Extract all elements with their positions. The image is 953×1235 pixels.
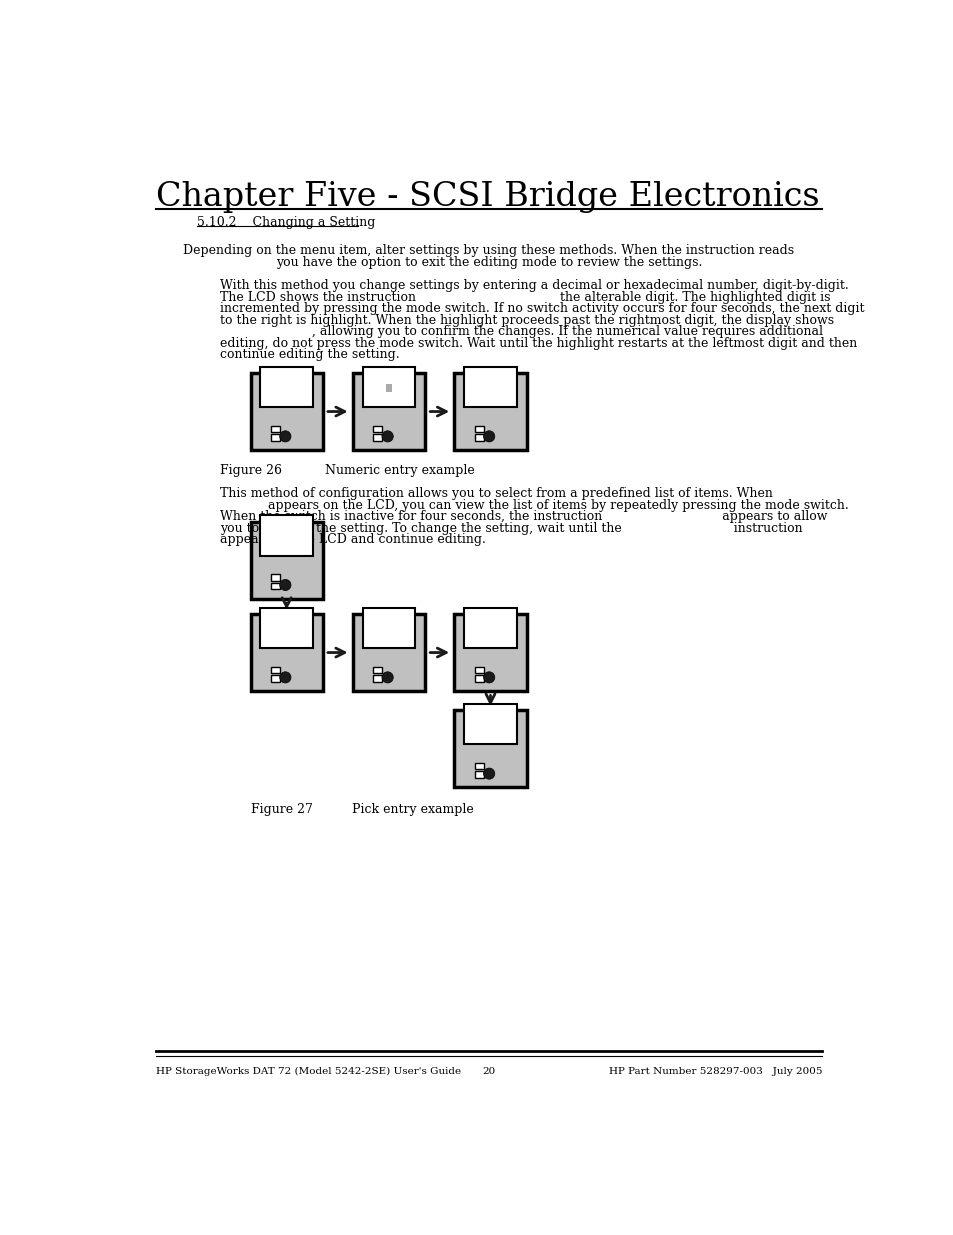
Text: , allowing you to confirm the changes. If the numerical value requires additiona: , allowing you to confirm the changes. I… xyxy=(220,325,822,338)
Circle shape xyxy=(381,431,393,442)
Bar xyxy=(260,608,313,648)
Text: This method of configuration allows you to select from a predefined list of item: This method of configuration allows you … xyxy=(220,487,772,500)
Text: 20: 20 xyxy=(482,1067,495,1076)
Bar xyxy=(260,515,313,556)
Bar xyxy=(373,426,382,432)
Bar xyxy=(454,614,526,692)
Bar xyxy=(474,676,483,682)
Bar xyxy=(454,710,526,787)
Bar xyxy=(464,608,517,648)
Bar xyxy=(271,667,280,673)
Bar xyxy=(474,763,483,769)
Text: continue editing the setting.: continue editing the setting. xyxy=(220,348,399,362)
Text: With this method you change settings by entering a decimal or hexadecimal number: With this method you change settings by … xyxy=(220,279,848,293)
Circle shape xyxy=(381,672,393,683)
Text: 5.10.2    Changing a Setting: 5.10.2 Changing a Setting xyxy=(196,216,375,228)
Bar xyxy=(353,373,424,450)
Bar xyxy=(271,426,280,432)
Text: appears on the LCD and continue editing.: appears on the LCD and continue editing. xyxy=(220,534,485,546)
Bar xyxy=(353,614,424,692)
Bar xyxy=(373,676,382,682)
Text: HP StorageWorks DAT 72 (Model 5242-2SE) User's Guide: HP StorageWorks DAT 72 (Model 5242-2SE) … xyxy=(155,1067,460,1076)
Text: you have the option to exit the editing mode to review the settings.: you have the option to exit the editing … xyxy=(275,256,701,269)
Bar xyxy=(271,433,280,441)
Bar xyxy=(260,367,313,406)
Bar xyxy=(474,426,483,432)
Bar xyxy=(271,583,280,589)
Text: When the switch is inactive for four seconds, the instruction                   : When the switch is inactive for four sec… xyxy=(220,510,826,524)
Bar xyxy=(362,367,415,406)
Bar xyxy=(251,521,322,599)
Bar xyxy=(385,384,392,391)
Text: Pick entry example: Pick entry example xyxy=(352,803,473,815)
Text: Figure 26: Figure 26 xyxy=(220,464,282,477)
Bar xyxy=(373,433,382,441)
Bar xyxy=(373,667,382,673)
Bar xyxy=(271,574,280,580)
Bar xyxy=(251,614,322,692)
Circle shape xyxy=(279,431,291,442)
Bar xyxy=(464,704,517,745)
Bar xyxy=(362,608,415,648)
Bar xyxy=(474,667,483,673)
Circle shape xyxy=(483,672,495,683)
Bar xyxy=(251,373,322,450)
Text: Numeric entry example: Numeric entry example xyxy=(324,464,474,477)
Text: Figure 27: Figure 27 xyxy=(251,803,313,815)
Bar xyxy=(474,772,483,778)
Text: The LCD shows the instruction                                    the alterable d: The LCD shows the instruction the altera… xyxy=(220,290,830,304)
Bar xyxy=(271,676,280,682)
Text: appears on the LCD, you can view the list of items by repeatedly pressing the mo: appears on the LCD, you can view the lis… xyxy=(220,499,848,511)
Bar xyxy=(454,373,526,450)
Bar xyxy=(474,433,483,441)
Circle shape xyxy=(279,672,291,683)
Circle shape xyxy=(279,579,291,590)
Text: HP Part Number 528297-003   July 2005: HP Part Number 528297-003 July 2005 xyxy=(608,1067,821,1076)
Circle shape xyxy=(483,768,495,779)
Text: to the right is highlight. When the highlight proceeds past the rightmost digit,: to the right is highlight. When the high… xyxy=(220,314,833,327)
Text: editing, do not press the mode switch. Wait until the highlight restarts at the : editing, do not press the mode switch. W… xyxy=(220,337,857,350)
Circle shape xyxy=(483,431,495,442)
Text: incremented by pressing the mode switch. If no switch activity occurs for four s: incremented by pressing the mode switch.… xyxy=(220,303,863,315)
Text: Depending on the menu item, alter settings by using these methods. When the inst: Depending on the menu item, alter settin… xyxy=(183,245,794,257)
Text: you to confirm the setting. To change the setting, wait until the               : you to confirm the setting. To change th… xyxy=(220,521,801,535)
Text: Chapter Five - SCSI Bridge Electronics: Chapter Five - SCSI Bridge Electronics xyxy=(155,182,819,214)
Bar xyxy=(464,367,517,406)
